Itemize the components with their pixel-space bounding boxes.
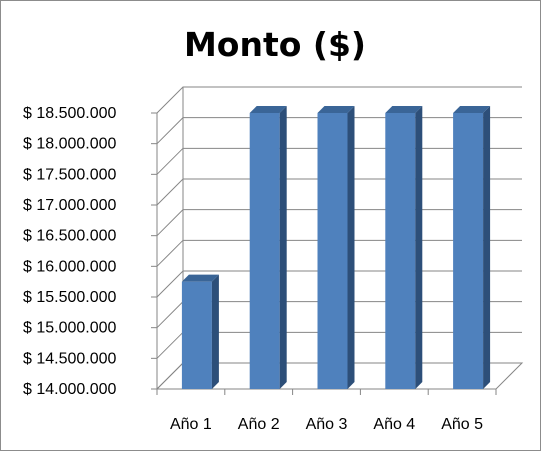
bar-top xyxy=(317,106,355,113)
bar-top xyxy=(385,106,423,113)
bar xyxy=(385,106,423,389)
x-tick-label: Año 3 xyxy=(306,416,348,433)
bar-side xyxy=(415,106,423,389)
y-axis-ticks: $ 14.000.000 $ 14.500.000 $ 15.000.000 $ 15… xyxy=(23,105,157,398)
y-tick-label: $ 15.500.000 xyxy=(23,289,117,306)
x-tick-label: Año 5 xyxy=(441,416,483,433)
bar-top xyxy=(249,106,287,113)
y-tick-label: $ 18.000.000 xyxy=(23,136,117,153)
y-tick-label: $ 14.500.000 xyxy=(23,350,117,367)
bar xyxy=(249,106,287,389)
y-tick-label: $ 16.500.000 xyxy=(23,228,117,245)
y-tick-label: $ 14.000.000 xyxy=(23,381,117,398)
y-tick-label: $ 18.500.000 xyxy=(23,105,117,122)
y-tick-label: $ 15.000.000 xyxy=(23,320,117,337)
bar-front xyxy=(453,113,484,389)
bar-front xyxy=(385,113,416,389)
bar-top xyxy=(453,106,491,113)
bar-side xyxy=(347,106,355,389)
y-tick-label: $ 16.000.000 xyxy=(23,258,117,275)
x-axis-ticks: Año 1 Año 2 Año 3 Año 4 Año 5 xyxy=(156,389,497,433)
x-tick-label: Año 1 xyxy=(170,416,212,433)
bar xyxy=(317,106,355,389)
bars xyxy=(181,106,491,389)
bar-front xyxy=(181,281,212,389)
side-wall xyxy=(156,87,184,391)
x-tick-label: Año 2 xyxy=(238,416,280,433)
bar-side xyxy=(483,106,491,389)
gridline xyxy=(156,86,522,114)
bar-side xyxy=(211,274,219,389)
y-tick-label: $ 17.500.000 xyxy=(23,166,117,183)
bar xyxy=(181,274,219,389)
chart-title: Monto ($) xyxy=(184,25,366,64)
bar-side xyxy=(279,106,287,389)
bar-top xyxy=(181,274,219,282)
bar-front xyxy=(317,113,348,389)
bar-front xyxy=(249,113,280,389)
x-tick-label: Año 4 xyxy=(373,416,415,433)
bar xyxy=(453,106,491,389)
y-tick-label: $ 17.000.000 xyxy=(23,197,117,214)
